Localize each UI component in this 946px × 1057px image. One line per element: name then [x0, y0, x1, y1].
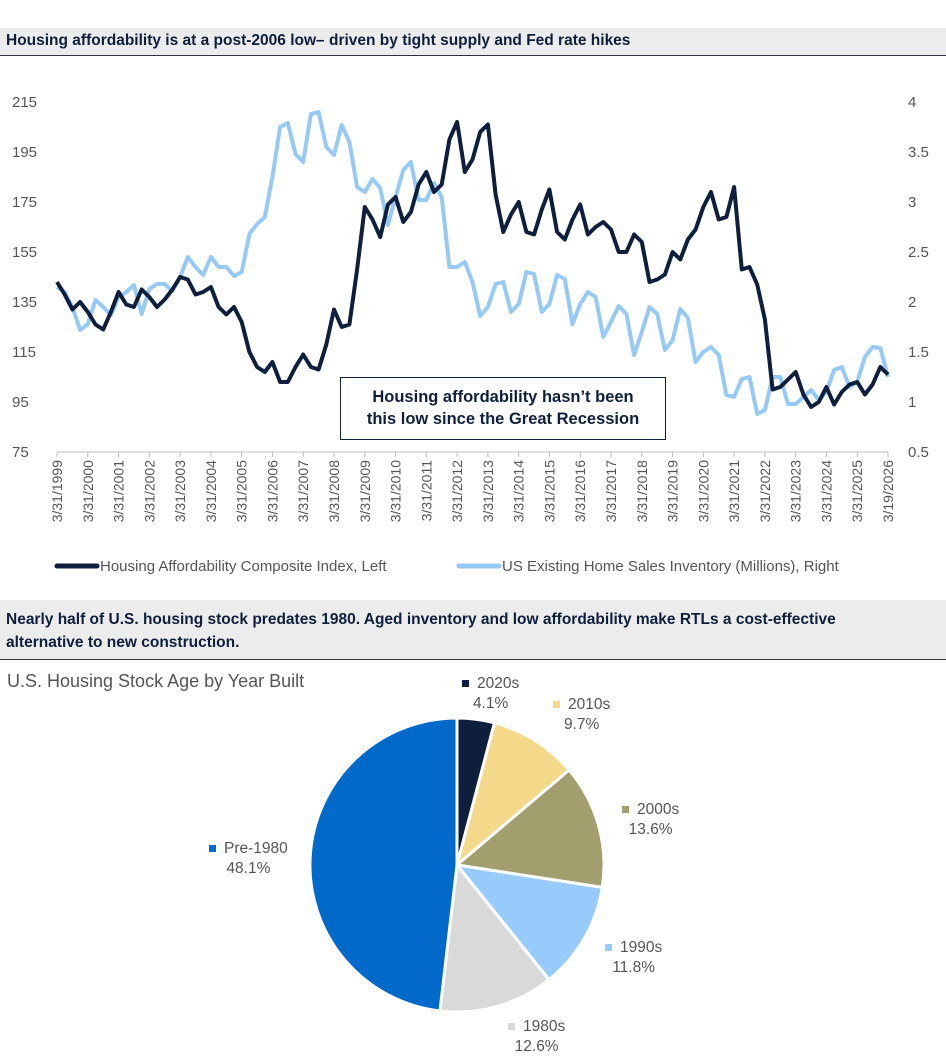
x-tick-label: 3/31/2005 — [234, 460, 250, 522]
legend-marker — [553, 701, 560, 709]
x-tick-label: 3/31/1999 — [49, 460, 65, 522]
y-left-tick-label: 215 — [12, 94, 37, 111]
x-tick-label: 3/31/2000 — [80, 460, 96, 522]
y-right-tick-label: 3.5 — [908, 144, 929, 161]
pie-slice-1990s — [453, 862, 605, 982]
x-tick-label: 3/31/2021 — [726, 460, 742, 522]
callout-line-2: this low since the Great Recession — [366, 410, 640, 428]
y-right-tick-label: 4 — [908, 94, 916, 111]
y-left-tick-label: 115 — [12, 344, 36, 361]
x-tick-label: 3/31/2012 — [449, 460, 465, 522]
pie-label-value: 4.1% — [472, 695, 509, 712]
series-lines — [55, 110, 890, 416]
pie-label-value: 13.6% — [628, 821, 673, 838]
x-tick-label: 3/31/2025 — [849, 460, 865, 522]
y-left-tick-label: 195 — [12, 144, 37, 161]
x-tick-label: 3/31/2020 — [695, 460, 711, 522]
pie-chart-title: U.S. Housing Stock Age by Year Built — [7, 671, 305, 691]
x-tick-label: 3/31/2003 — [172, 460, 188, 522]
x-tick-label: 3/31/2018 — [634, 460, 650, 522]
series-affordability-index-line — [55, 120, 890, 409]
y-axis-right: 0.5 1 1.5 2 2.5 3 3.5 4 — [908, 94, 929, 461]
x-tick-label: 3/31/2013 — [480, 460, 496, 522]
y-right-tick-label: 1 — [908, 394, 916, 411]
pie-label-name: Pre-1980 — [224, 840, 288, 857]
banner-line-2: alternative to new construction. — [6, 634, 240, 651]
pie-label-1980s: 1980s 12.6% — [508, 1017, 565, 1057]
x-tick-label: 3/31/2022 — [757, 460, 773, 522]
pie-label-name: 2000s — [637, 801, 680, 818]
pie-label-2000s: 2000s 13.6% — [622, 800, 679, 840]
pie-label-1990s: 1990s 11.8% — [605, 938, 662, 978]
y-left-tick-label: 155 — [12, 244, 37, 261]
x-tick-label: 3/31/2024 — [818, 460, 834, 522]
y-axis-left: 75 95 115 135 155 175 195 215 — [12, 94, 37, 461]
legend-marker — [209, 845, 216, 853]
pie-label-value: 12.6% — [514, 1038, 559, 1055]
y-left-tick-label: 75 — [12, 444, 29, 461]
y-right-tick-label: 2 — [908, 294, 916, 311]
pie-label-value: 48.1% — [226, 860, 271, 877]
series-inventory-line — [55, 110, 890, 416]
y-right-tick-label: 3 — [908, 194, 916, 211]
pie-slice-2000s — [453, 767, 606, 890]
pie-label-value: 11.8% — [612, 959, 656, 976]
x-tick-label: 3/31/2004 — [203, 460, 219, 522]
pie-slice-pre-1980 — [308, 716, 459, 1013]
y-right-tick-label: 0.5 — [908, 444, 929, 461]
legend-marker — [622, 806, 629, 814]
callout-line-1: Housing affordability hasn’t been — [372, 388, 634, 406]
chart-banner-housing-stock: Nearly half of U.S. housing stock predat… — [0, 600, 946, 660]
pie-label-name: 2020s — [477, 675, 520, 692]
x-tick-label: 3/31/2015 — [541, 460, 557, 522]
pie-label-name: 1980s — [523, 1018, 566, 1035]
banner-line-1: Nearly half of U.S. housing stock predat… — [6, 611, 836, 628]
legend-label: Housing Affordability Composite Index, L… — [100, 558, 387, 575]
pie-label-name: 2010s — [568, 696, 611, 713]
pie-slice-2010s — [454, 721, 572, 870]
x-tick-label: 3/31/2011 — [418, 460, 434, 521]
legend-marker — [462, 680, 469, 688]
chart-legend: Housing Affordability Composite Index, L… — [54, 558, 840, 575]
x-tick-label: 3/31/2006 — [264, 460, 280, 522]
x-tick-label: 3/31/2023 — [788, 460, 804, 522]
x-tick-label: 3/31/2001 — [111, 460, 127, 522]
x-tick-label: 3/31/2008 — [326, 460, 342, 522]
y-right-tick-label: 1.5 — [908, 344, 929, 361]
pie-slice-2020s — [455, 716, 497, 866]
pie-slice-1980s — [438, 861, 552, 1014]
y-left-tick-label: 95 — [12, 394, 29, 411]
legend-label: US Existing Home Sales Inventory (Millio… — [502, 558, 840, 575]
x-tick-label: 3/31/2009 — [357, 460, 373, 522]
x-tick-label: 3/31/2007 — [295, 460, 311, 522]
affordability-callout: Housing affordability hasn’t been this l… — [340, 377, 666, 440]
chart-banner-affordability: Housing affordability is at a post-2006 … — [0, 28, 946, 56]
x-tick-label: 3/31/2002 — [141, 460, 157, 522]
pie-label-name: 1990s — [620, 939, 663, 956]
y-left-tick-label: 175 — [12, 194, 37, 211]
x-tick-label: 3/31/2019 — [665, 460, 681, 522]
x-tick-label: 3/31/2017 — [603, 460, 619, 522]
pie-label-2010s: 2010s 9.7% — [553, 695, 610, 735]
pie-slices — [308, 716, 606, 1014]
y-left-tick-label: 135 — [12, 294, 37, 311]
pie-label-2020s: 2020s 4.1% — [462, 674, 519, 714]
x-tick-label: 3/31/2014 — [511, 460, 527, 522]
legend-marker — [508, 1023, 515, 1031]
legend-marker — [605, 944, 612, 952]
y-right-tick-label: 2.5 — [908, 244, 929, 261]
x-axis: 3/31/1999 3/31/2000 3/31/2001 3/31/2002 3/31… — [49, 452, 896, 522]
x-tick-label: 3/31/2010 — [388, 460, 404, 522]
pie-label-pre-1980: Pre-1980 48.1% — [209, 839, 288, 879]
x-tick-label: 3/19/2026 — [880, 460, 896, 522]
x-tick-label: 3/31/2016 — [572, 460, 588, 522]
pie-label-value: 9.7% — [563, 716, 600, 733]
